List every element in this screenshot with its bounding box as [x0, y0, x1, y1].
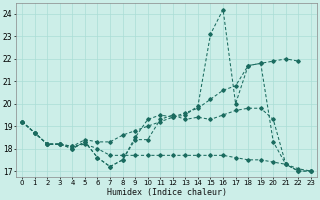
X-axis label: Humidex (Indice chaleur): Humidex (Indice chaleur) — [107, 188, 227, 197]
